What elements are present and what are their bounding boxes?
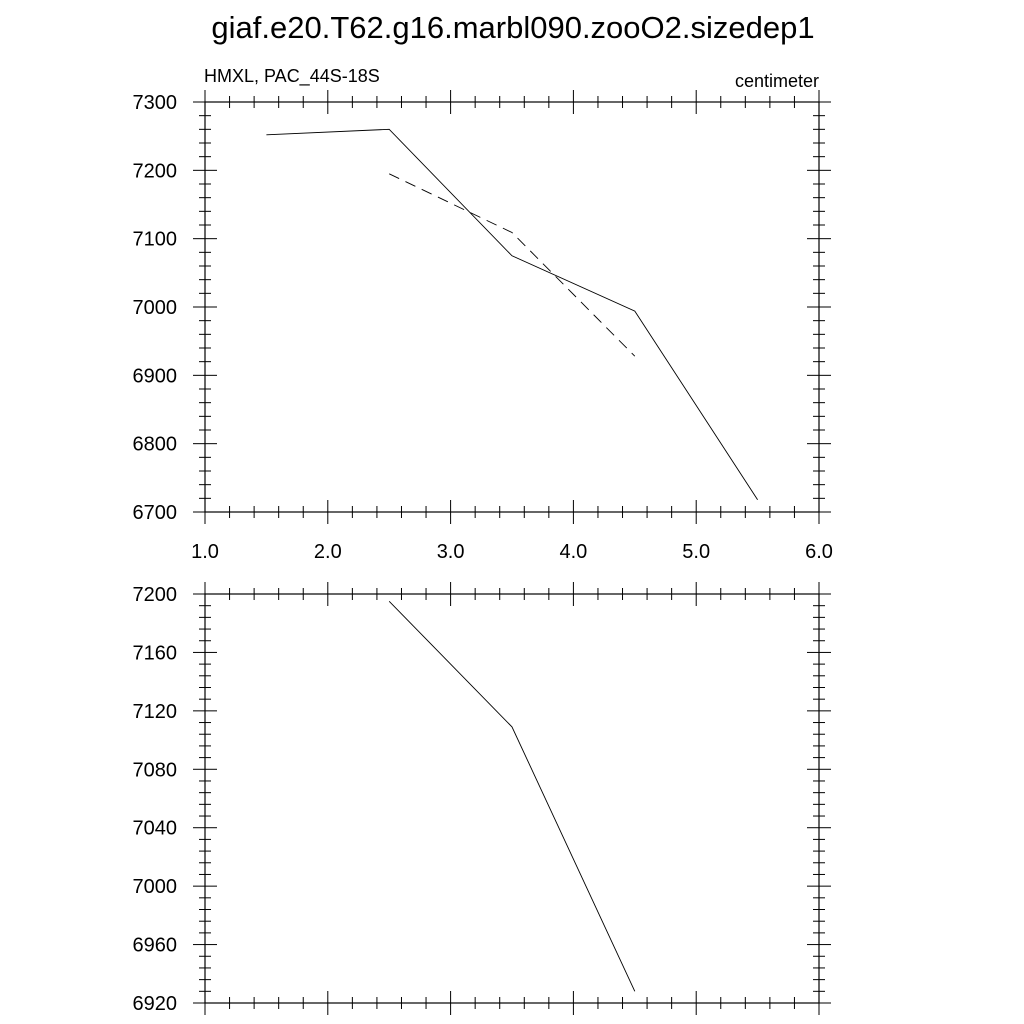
- top-panel-x-tick-label: 4.0: [559, 541, 587, 563]
- bottom-panel-y-tick-label: 7040: [133, 818, 178, 840]
- top-panel-y-tick-label: 6800: [133, 434, 178, 456]
- bottom-panel-y-tick-label: 7120: [133, 701, 178, 723]
- top-panel-dashed-series-line: [389, 173, 636, 357]
- bottom-panel-plot-frame: [204, 593, 820, 1004]
- bottom-panel-y-tick-label: 6960: [133, 935, 178, 957]
- top-panel-y-tick-label: 7300: [133, 92, 178, 114]
- top-panel: HMXL, PAC_44S-18S centimeter 6700 6800 690…: [133, 66, 833, 563]
- figure-title: giaf.e20.T62.g16.marbl090.zooO2.sizedep1: [211, 10, 814, 45]
- top-panel-solid-series-line: [266, 128, 758, 500]
- bottom-panel: 6920 6960 7000 7040 7080 7120 7160 7200: [133, 582, 831, 1015]
- top-panel-y-tick-label: 7100: [133, 229, 178, 251]
- top-panel-x-tick-label: 5.0: [682, 541, 710, 563]
- top-panel-y-tick-label: 6700: [133, 502, 178, 524]
- top-panel-plot-frame: [204, 101, 820, 513]
- top-panel-units-label: centimeter: [735, 71, 819, 91]
- top-panel-y-tick-label: 6900: [133, 365, 178, 387]
- top-panel-y-tick-label: 7000: [133, 297, 178, 319]
- top-panel-y-tick-label: 7200: [133, 160, 178, 182]
- bottom-panel-y-tick-label: 7200: [133, 584, 178, 606]
- bottom-panel-y-tick-label: 7080: [133, 759, 178, 781]
- top-panel-left-string: HMXL, PAC_44S-18S: [204, 66, 380, 87]
- bottom-panel-y-tick-label: 7000: [133, 876, 178, 898]
- top-panel-x-tick-label: 1.0: [191, 541, 219, 563]
- bottom-panel-y-tick-label: 6920: [133, 993, 178, 1015]
- bottom-panel-y-tick-label: 7160: [133, 642, 178, 664]
- top-panel-x-tick-label: 3.0: [437, 541, 465, 563]
- bottom-panel-solid-series-line: [388, 600, 636, 992]
- top-panel-x-tick-label: 2.0: [314, 541, 342, 563]
- top-panel-x-tick-label: 6.0: [805, 541, 833, 563]
